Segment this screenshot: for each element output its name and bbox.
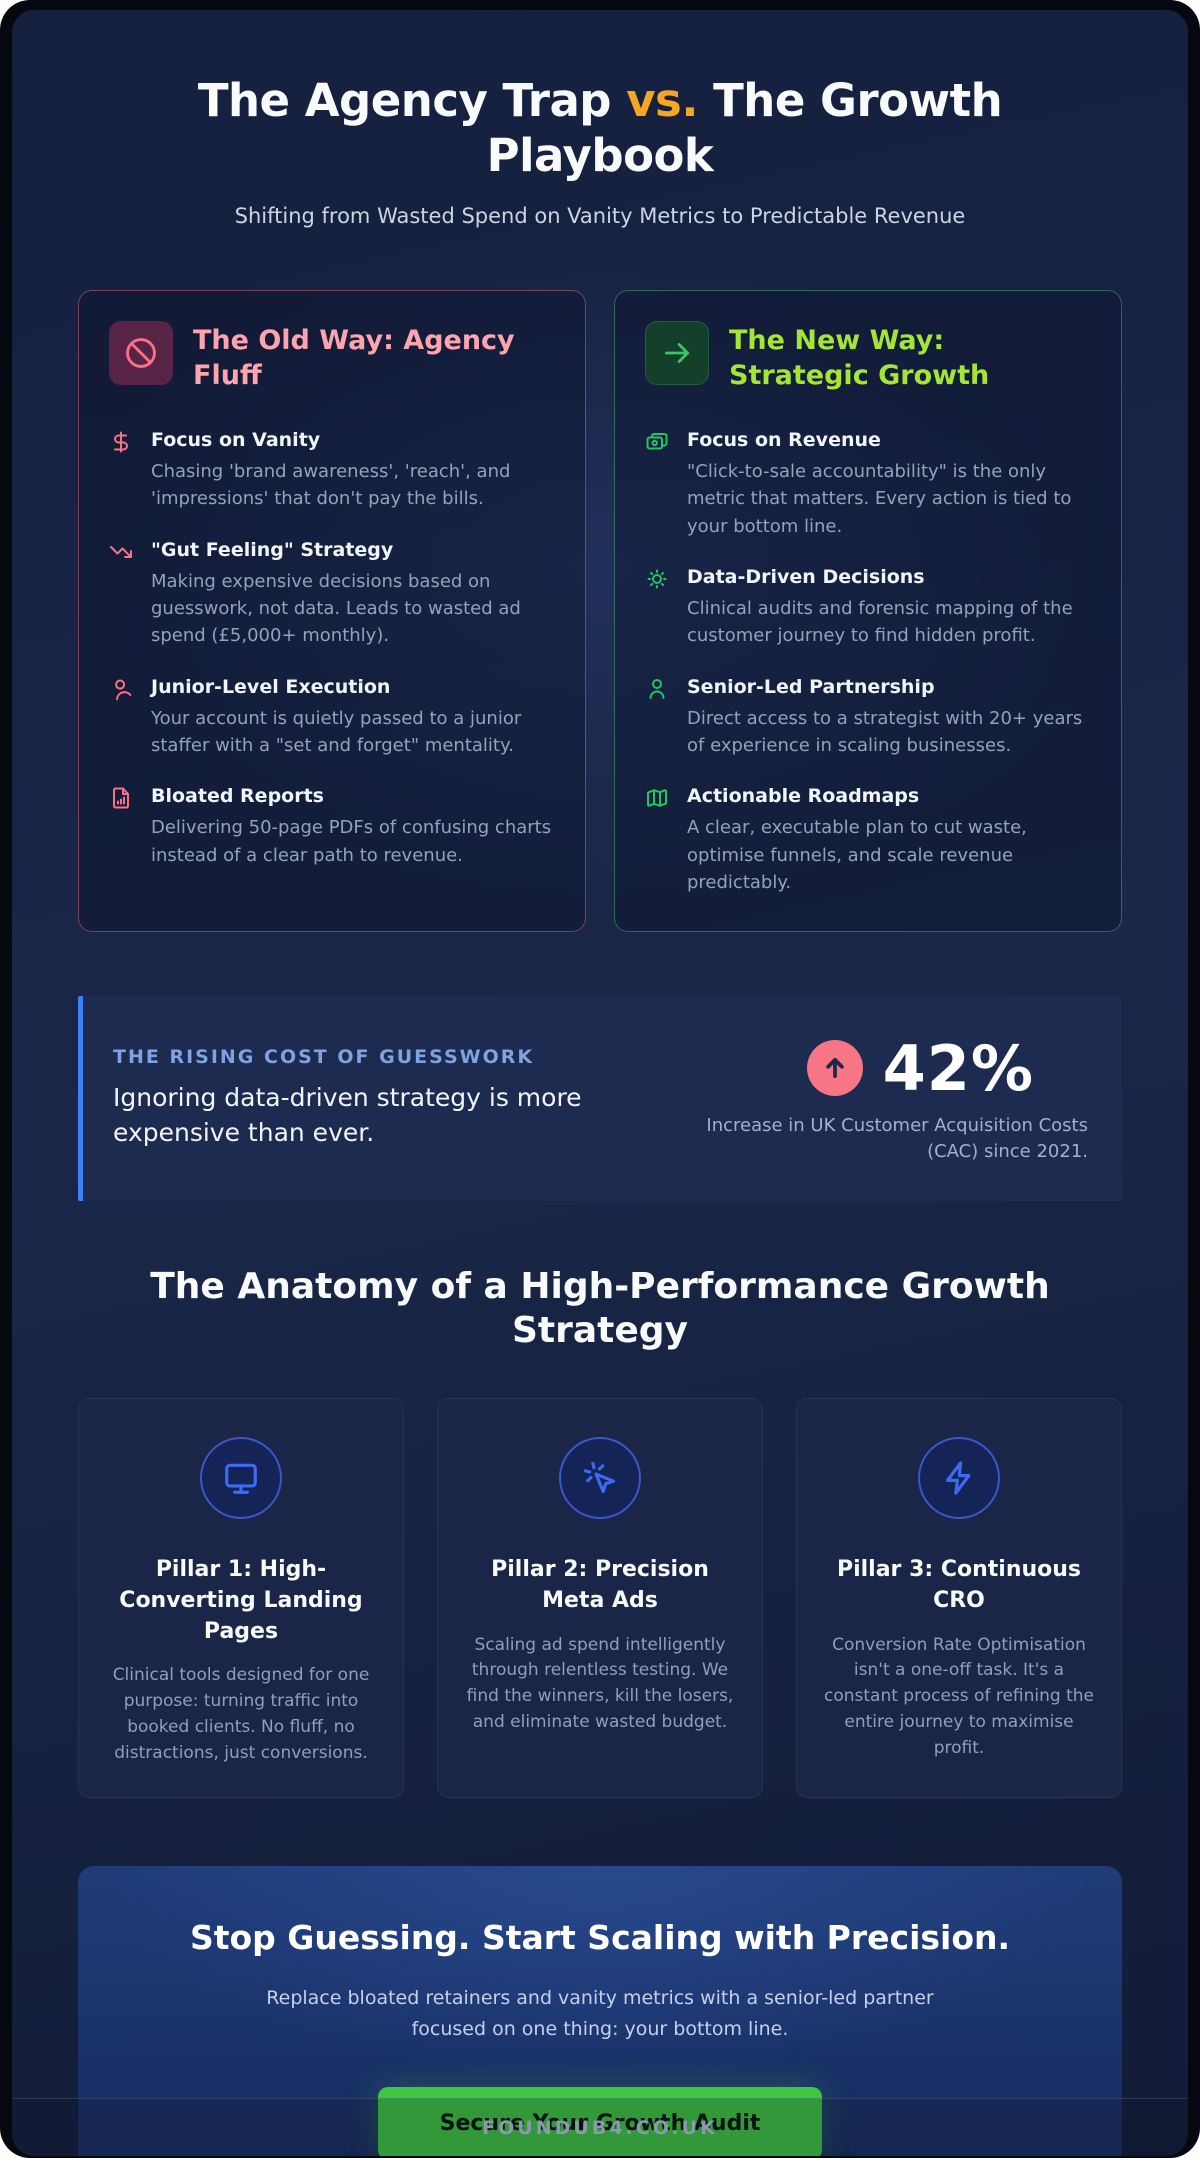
pillar-title: Pillar 2: Precision Meta Ads	[491, 1557, 709, 1613]
new-way-title: The New Way: Strategic Growth	[729, 324, 990, 391]
anatomy-heading: The Anatomy of a High-Performance Growth…	[150, 1265, 1050, 1352]
new-way-card: The New Way: Strategic Growth Focus on R…	[614, 289, 1122, 932]
new-way-header: The New Way: Strategic Growth	[645, 320, 1091, 393]
item-desc: "Click-to-sale accountability" is the on…	[687, 460, 1072, 537]
pillar-card-1: Pillar 1: High-Converting Landing Pages …	[78, 1398, 404, 1798]
ban-icon	[109, 320, 173, 385]
item-desc: Chasing 'brand awareness', 'reach', and …	[151, 460, 511, 510]
item-title: Focus on Vanity	[151, 428, 321, 451]
mouse-pointer-click-icon	[559, 1437, 641, 1519]
footer-site-text: FOUNDUB4.CO.UK	[482, 2116, 718, 2139]
footer: FOUNDUB4.CO.UK	[12, 2098, 1188, 2156]
cta-section: Stop Guessing. Start Scaling with Precis…	[78, 1866, 1122, 2156]
list-item: Focus on Vanity Chasing 'brand awareness…	[109, 429, 555, 513]
list-item: Bloated Reports Delivering 50-page PDFs …	[109, 785, 555, 869]
item-title: Actionable Roadmaps	[687, 785, 920, 808]
monitor-icon	[200, 1437, 282, 1519]
page-title: The Agency Trap vs. The Growth Playbook	[90, 74, 1110, 184]
banknote-icon	[645, 430, 669, 540]
cta-heading: Stop Guessing. Start Scaling with Precis…	[189, 1917, 1011, 1957]
list-item: Data-Driven Decisions Clinical audits an…	[645, 566, 1091, 650]
pillar-desc: Clinical tools designed for one purpose:…	[112, 1665, 370, 1763]
cta-body: Replace bloated retainers and vanity met…	[266, 1986, 934, 2041]
list-item: Senior-Led Partnership Direct access to …	[645, 676, 1091, 760]
arrow-up-circle-icon	[806, 1040, 863, 1097]
sun-icon	[645, 567, 669, 650]
old-way-title: The Old Way: Agency Fluff	[193, 324, 515, 391]
item-title: Senior-Led Partnership	[687, 675, 935, 698]
item-title: "Gut Feeling" Strategy	[151, 538, 394, 561]
list-item: Actionable Roadmaps A clear, executable …	[645, 785, 1091, 896]
list-item: Focus on Revenue "Click-to-sale accounta…	[645, 429, 1091, 540]
item-title: Data-Driven Decisions	[687, 566, 925, 589]
stat-caption: Increase in UK Customer Acquisition Cost…	[706, 1114, 1088, 1162]
list-item: "Gut Feeling" Strategy Making expensive …	[109, 539, 555, 650]
secure-growth-audit-button[interactable]: Secure Your Growth Audit	[377, 2087, 823, 2156]
arrow-right-icon	[645, 320, 709, 385]
item-title: Junior-Level Execution	[151, 675, 391, 698]
pillar-desc: Conversion Rate Optimisation isn't a one…	[824, 1634, 1094, 1758]
item-desc: Making expensive decisions based on gues…	[151, 570, 521, 647]
report-file-icon	[109, 786, 133, 869]
item-title: Bloated Reports	[151, 785, 324, 808]
pillar-title: Pillar 1: High-Converting Landing Pages	[119, 1557, 363, 1644]
old-way-header: The Old Way: Agency Fluff	[109, 320, 555, 393]
trending-down-icon	[109, 540, 133, 650]
pillar-card-2: Pillar 2: Precision Meta Ads Scaling ad …	[437, 1398, 763, 1798]
pillar-desc: Scaling ad spend intelligently through r…	[466, 1634, 734, 1733]
pillar-card-3: Pillar 3: Continuous CRO Conversion Rate…	[796, 1398, 1122, 1798]
infographic-container: The Agency Trap vs. The Growth Playbook …	[12, 10, 1188, 2156]
stat-banner: THE RISING COST OF GUESSWORK Ignoring da…	[78, 995, 1122, 1201]
content: The Agency Trap vs. The Growth Playbook …	[12, 10, 1188, 2156]
item-desc: Delivering 50-page PDFs of confusing cha…	[151, 817, 552, 866]
zap-icon	[918, 1437, 1000, 1519]
title-tail: The Growth Playbook	[486, 74, 1003, 182]
item-desc: Clinical audits and forensic mapping of …	[687, 598, 1073, 647]
comparison-grid: The Old Way: Agency Fluff Focus on Vanit…	[78, 289, 1122, 932]
pillars-grid: Pillar 1: High-Converting Landing Pages …	[78, 1398, 1122, 1798]
dollar-sign-icon	[109, 430, 133, 513]
item-desc: A clear, executable plan to cut waste, o…	[687, 817, 1027, 894]
stat-value: 42%	[882, 1031, 1034, 1105]
stat-headline: Ignoring data-driven strategy is more ex…	[113, 1083, 582, 1148]
list-item: Junior-Level Execution Your account is q…	[109, 676, 555, 760]
item-desc: Your account is quietly passed to a juni…	[151, 707, 522, 757]
stat-kicker: THE RISING COST OF GUESSWORK	[113, 1046, 535, 1069]
item-title: Focus on Revenue	[687, 428, 881, 451]
junior-user-icon	[109, 677, 133, 760]
old-way-card: The Old Way: Agency Fluff Focus on Vanit…	[78, 289, 586, 932]
user-icon	[645, 677, 669, 760]
page-subtitle: Shifting from Wasted Spend on Vanity Met…	[234, 203, 966, 228]
item-desc: Direct access to a strategist with 20+ y…	[687, 707, 1083, 757]
map-icon	[645, 786, 669, 896]
pillar-title: Pillar 3: Continuous CRO	[836, 1557, 1082, 1613]
title-vs: vs.	[626, 74, 698, 127]
title-lead: The Agency Trap	[197, 74, 627, 127]
